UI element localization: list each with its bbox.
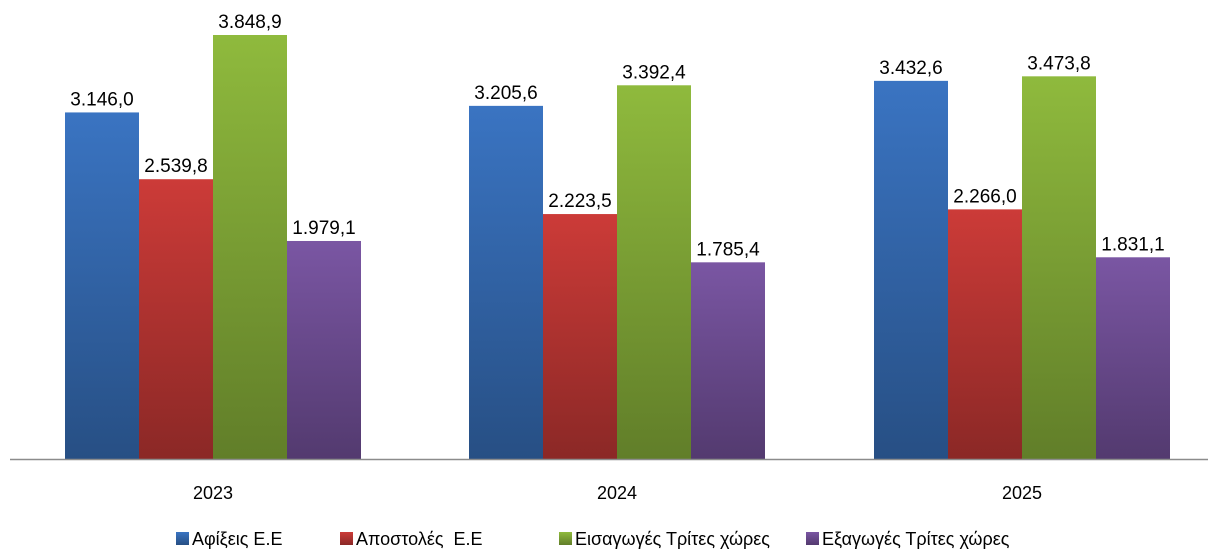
data-label-2024-series-3: 3.392,4 (622, 62, 686, 83)
bar-2024-series-1 (469, 105, 543, 459)
data-label-2024-series-1: 3.205,6 (474, 83, 537, 104)
legend-item-2: Αποστολές Ε.Ε (340, 529, 483, 549)
legend-swatch-4 (806, 532, 819, 545)
bar-2023-series-4 (287, 240, 361, 459)
legend-swatch-2 (340, 532, 353, 545)
bar-2023-series-1 (65, 112, 139, 460)
legend-item-3: Εισαγωγές Τρίτες χώρες (559, 529, 770, 549)
data-label-2024-series-4: 1.785,4 (696, 239, 760, 260)
legend-label-3: Εισαγωγές Τρίτες χώρες (575, 529, 770, 549)
data-label-2023-series-2: 2.539,8 (144, 156, 207, 177)
data-label-2023-series-1: 3.146,0 (70, 89, 133, 110)
data-label-2025-series-1: 3.432,6 (879, 58, 942, 79)
x-tick-label-2024: 2024 (597, 483, 637, 503)
legend-label-2: Αποστολές Ε.Ε (356, 529, 483, 549)
data-label-2025-series-2: 2.266,0 (953, 186, 1016, 207)
bar-2024-series-4 (691, 262, 765, 459)
legend: Αφίξεις Ε.Ε Αποστολές Ε.Ε Εισαγωγές Τρίτες… (176, 529, 1010, 549)
bar-2025-series-4 (1096, 257, 1170, 459)
data-label-2023-series-3: 3.848,9 (218, 12, 281, 33)
bar-2023-series-2 (139, 179, 213, 459)
legend-swatch-1 (176, 532, 189, 545)
data-label-2024-series-2: 2.223,5 (548, 191, 611, 212)
legend-item-1: Αφίξεις Ε.Ε (176, 529, 282, 549)
x-tick-label-2025: 2025 (1002, 483, 1042, 503)
bar-2024-series-2 (543, 214, 617, 459)
legend-item-4: Εξαγωγές Τρίτες χώρες (806, 529, 1010, 549)
legend-label-4: Εξαγωγές Τρίτες χώρες (822, 529, 1010, 549)
bar-2025-series-2 (948, 209, 1022, 459)
bar-2024-series-3 (617, 85, 691, 460)
x-axis-tick-labels: 2023 2024 2025 (193, 483, 1042, 503)
bar-2025-series-1 (874, 80, 948, 459)
bars (65, 35, 1170, 460)
bar-2025-series-3 (1022, 76, 1096, 459)
x-tick-label-2023: 2023 (193, 483, 233, 503)
legend-label-1: Αφίξεις Ε.Ε (192, 529, 282, 549)
data-labels: 3.146,0 2.539,8 3.848,9 1.979,1 3.205,6 2.223… (70, 12, 1164, 260)
data-label-2025-series-3: 3.473,8 (1027, 53, 1090, 74)
legend-swatch-3 (559, 532, 572, 545)
data-label-2023-series-4: 1.979,1 (292, 218, 355, 239)
bar-2023-series-3 (213, 35, 287, 459)
data-label-2025-series-4: 1.831,1 (1101, 234, 1164, 255)
